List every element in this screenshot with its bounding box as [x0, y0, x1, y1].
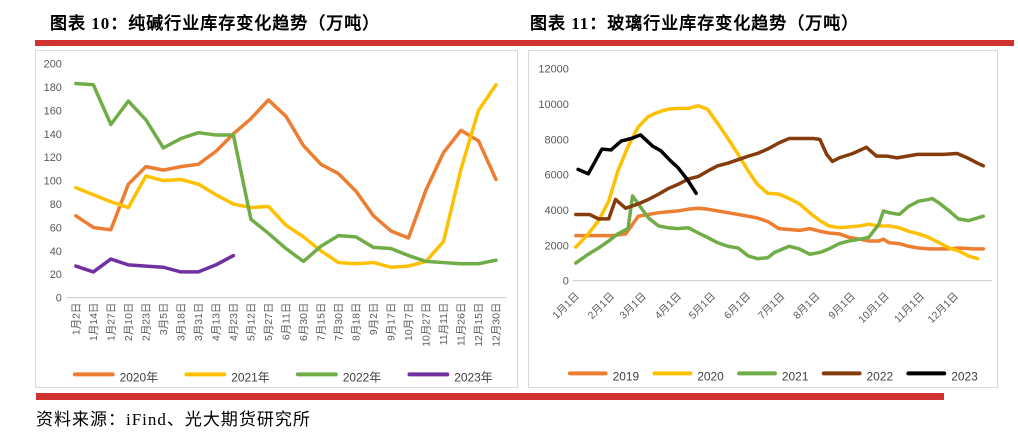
y-axis-tick-label: 10000	[538, 99, 568, 111]
x-axis-tick-label: 12月15日	[473, 303, 485, 347]
x-axis-tick-label: 11月11日	[438, 303, 450, 346]
bottom-divider-bar	[36, 393, 944, 400]
x-axis-tick-label: 4月13日	[210, 303, 222, 341]
x-axis-tick-label: 5月1日	[687, 290, 718, 321]
series-line-2019	[574, 206, 986, 251]
x-axis-tick-label: 9月2日	[368, 303, 380, 336]
x-axis-tick-label: 6月1日	[722, 290, 753, 321]
series-line-2020年	[74, 98, 498, 240]
y-axis-tick-label: 120	[44, 152, 62, 164]
x-axis-tick-label: 3月1日	[617, 290, 648, 321]
legend-swatch-2023	[906, 371, 947, 376]
glass-chart-box: 0 2000 4000 6000 8000 10000 12000 1月1日 2月1日 3月1日 4…	[528, 50, 998, 388]
x-axis-tick-label: 2月1日	[586, 290, 617, 321]
top-divider-bar	[35, 40, 1014, 46]
y-axis-tick-label: 80	[50, 199, 62, 211]
y-axis-tick-label: 6000	[544, 170, 568, 182]
soda-ash-inventory-chart: 0 20 40 60 80 100 120 140 160 180 200 1月2日 1月14日 1月27…	[44, 59, 507, 384]
x-axis-tick-label: 7月15日	[315, 303, 327, 341]
legend-label-2021: 2021	[782, 369, 809, 383]
legend-label-2022年: 2022年	[343, 370, 382, 384]
x-axis-tick-label: 2月23日	[140, 303, 152, 341]
x-axis-tick-label: 1月1日	[550, 290, 581, 321]
x-axis-tick-label: 12月1日	[925, 290, 961, 326]
y-axis-tick-label: 100	[44, 176, 62, 188]
series-line-2023	[576, 133, 698, 195]
x-axis-tick-label: 2月10日	[123, 303, 135, 341]
series-line-2022	[574, 136, 986, 221]
x-axis-tick-label: 7月30日	[333, 303, 345, 341]
y-axis-tick-label: 140	[44, 129, 62, 141]
x-axis-tick-label: 10月7日	[403, 303, 415, 341]
series-line-2023年	[74, 253, 236, 274]
x-axis-tick-label: 8月18日	[350, 303, 362, 341]
legend-label-2020: 2020	[697, 369, 724, 383]
x-axis-tick-label: 12月30日	[490, 303, 502, 347]
legend-swatch-2019	[567, 371, 608, 376]
x-axis-tick-label: 5月12日	[245, 303, 257, 341]
source-note: 资料来源：iFind、光大期货研究所	[36, 410, 311, 429]
x-axis-tick-label: 3月5日	[158, 303, 170, 336]
legend-swatch-2023年	[407, 372, 450, 377]
x-axis-tick-label: 6月30日	[298, 303, 310, 341]
x-axis-tick-label: 1月27日	[105, 303, 117, 341]
legend-swatch-2021	[737, 371, 777, 376]
soda-ash-chart-box: 0 20 40 60 80 100 120 140 160 180 200 1月2日 1月14日 1月27…	[35, 50, 518, 388]
x-axis-tick-label: 11月1日	[892, 290, 927, 325]
x-axis-tick-label: 1月2日	[70, 303, 82, 336]
legend-label-2021年: 2021年	[231, 370, 270, 384]
legend-swatch-2020	[652, 371, 693, 376]
series-line-2022年	[74, 81, 498, 266]
y-axis-tick-label: 8000	[544, 134, 568, 146]
y-axis-tick-label: 180	[44, 82, 62, 94]
x-axis-tick-label: 9月17日	[385, 303, 397, 341]
chart10-title: 图表 10：纯碱行业库存变化趋势（万吨）	[50, 14, 381, 33]
x-axis-tick-label: 1月14日	[88, 303, 100, 341]
x-axis-tick-label: 11月26日	[455, 303, 467, 346]
y-axis-tick-label: 200	[44, 59, 62, 71]
y-axis-tick-label: 160	[44, 105, 62, 117]
legend-swatch-2021年	[184, 372, 227, 377]
x-axis-tick-label: 3月31日	[193, 303, 205, 341]
x-axis-tick-label: 3月18日	[175, 303, 187, 341]
y-axis-tick-label: 12000	[538, 64, 568, 76]
x-axis-tick-label: 6月11日	[280, 303, 292, 341]
x-axis-tick-label: 9月1日	[826, 290, 857, 321]
legend-label-2023: 2023	[951, 369, 978, 383]
x-axis-tick-label: 10月27日	[420, 303, 432, 347]
y-axis-tick-label: 4000	[544, 205, 568, 217]
glass-inventory-chart: 0 2000 4000 6000 8000 10000 12000 1月1日 2月1日 3月1日 4…	[538, 64, 993, 383]
legend-swatch-2022	[821, 371, 862, 376]
legend-swatch-2020年	[72, 372, 115, 377]
chart11-title: 图表 11：玻璃行业库存变化趋势（万吨）	[530, 14, 860, 33]
x-axis-tick-label: 4月23日	[228, 303, 240, 341]
series-line-2021	[574, 194, 986, 265]
y-axis-tick-label: 20	[50, 269, 62, 281]
y-axis-tick-label: 40	[50, 246, 62, 258]
legend-label-2020年: 2020年	[120, 370, 159, 384]
y-axis-tick-label: 0	[56, 293, 62, 305]
legend-label-2022: 2022	[867, 369, 894, 383]
legend-label-2023年: 2023年	[454, 370, 493, 384]
x-axis-tick-label: 10月1日	[856, 290, 892, 326]
series-line-2020	[574, 104, 980, 261]
legend-swatch-2022年	[295, 372, 338, 377]
x-axis-tick-label: 7月1日	[756, 290, 787, 321]
legend-label-2019: 2019	[613, 369, 640, 383]
y-axis-tick-label: 60	[50, 222, 62, 234]
x-axis-tick-label: 4月1日	[653, 290, 684, 321]
x-axis-tick-label: 8月1日	[791, 290, 822, 321]
x-axis-tick-label: 5月27日	[263, 303, 275, 341]
y-axis-tick-label: 2000	[544, 240, 568, 252]
y-axis-tick-label: 0	[563, 276, 569, 288]
